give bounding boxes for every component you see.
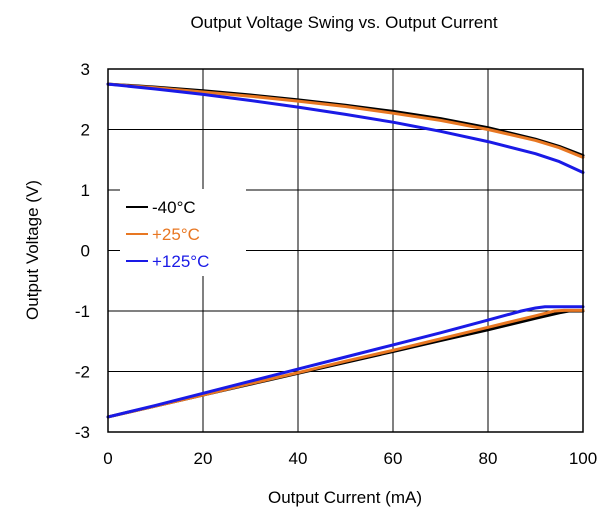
legend-label: -40°C: [152, 198, 196, 217]
y-tick-label: -1: [75, 302, 90, 321]
y-tick-label: 3: [81, 60, 90, 79]
x-tick-label: 100: [569, 449, 597, 468]
x-tick-label: 40: [289, 449, 308, 468]
legend-label: +125°C: [152, 252, 209, 271]
x-tick-label: 0: [103, 449, 112, 468]
x-tick-label: 80: [479, 449, 498, 468]
series-line-high-0: [106, 82, 585, 157]
y-axis-label: Output Voltage (V): [23, 180, 42, 320]
y-tick-label: -3: [75, 423, 90, 442]
series-line-high-2: [106, 82, 585, 174]
legend-label: +25°C: [152, 225, 200, 244]
tick-labels: 0 20 40 60 80 100 -3 -2 -1 0 1 2 3: [75, 60, 597, 468]
y-tick-label: 0: [81, 242, 90, 261]
y-tick-label: 1: [81, 181, 90, 200]
y-tick-label: 2: [81, 121, 90, 140]
legend: -40°C +25°C +125°C: [126, 198, 209, 271]
y-tick-label: -2: [75, 363, 90, 382]
series-lines: [106, 82, 585, 419]
x-axis-label: Output Current (mA): [268, 488, 422, 507]
chart-title: Output Voltage Swing vs. Output Current: [190, 13, 497, 32]
series-line-low-1: [106, 308, 585, 419]
series-line-high-1: [106, 82, 585, 159]
plot-frame: [107, 68, 584, 433]
series-line-low-2: [106, 305, 585, 419]
x-tick-label: 60: [384, 449, 403, 468]
x-tick-label: 20: [194, 449, 213, 468]
